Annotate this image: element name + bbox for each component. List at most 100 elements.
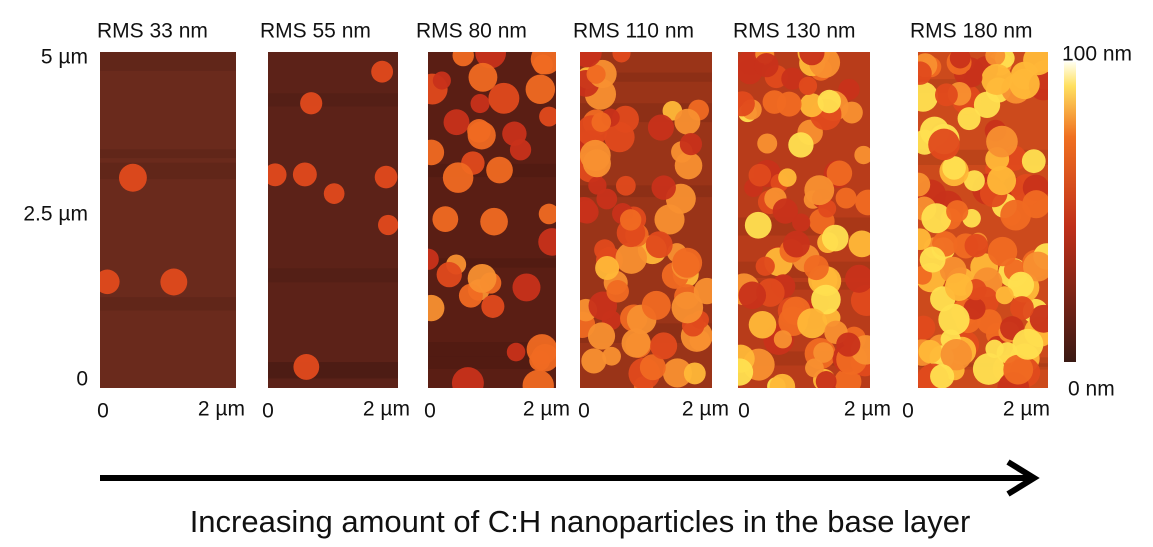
- particle: [264, 163, 287, 186]
- afm-stripe: [268, 362, 398, 378]
- panel-title: RMS 33 nm: [97, 20, 208, 43]
- particle: [581, 348, 606, 373]
- particle: [596, 189, 617, 210]
- afm-image: [906, 45, 1060, 404]
- particle: [757, 133, 777, 153]
- particle: [745, 212, 772, 239]
- particle: [433, 71, 451, 89]
- particle: [1022, 149, 1046, 173]
- particle: [908, 61, 931, 84]
- particle: [300, 92, 322, 114]
- particle: [985, 46, 1005, 66]
- particle: [452, 367, 484, 399]
- particle: [652, 175, 676, 199]
- particle: [848, 230, 875, 257]
- panel-title: RMS 130 nm: [733, 20, 856, 43]
- particle: [467, 119, 491, 143]
- particle: [804, 255, 829, 280]
- particle: [588, 322, 615, 349]
- particle: [646, 231, 673, 258]
- particle: [95, 270, 120, 295]
- y-label-middle: 2.5 µm: [23, 203, 88, 226]
- particle: [985, 340, 1003, 358]
- particle: [816, 371, 837, 392]
- particle: [996, 286, 1014, 304]
- particle: [908, 82, 938, 112]
- afm-image: [569, 38, 720, 396]
- particle: [469, 63, 498, 92]
- particle: [804, 175, 834, 205]
- x-label-end: 2 µm: [363, 398, 410, 421]
- particle: [324, 183, 345, 204]
- particle: [854, 146, 872, 164]
- afm-image: [726, 40, 882, 399]
- particle: [480, 208, 508, 236]
- particle: [845, 265, 873, 293]
- particle: [965, 234, 989, 258]
- particle: [909, 228, 931, 250]
- x-label-end: 2 µm: [1003, 398, 1050, 421]
- afm-image: [264, 52, 399, 388]
- particle: [443, 162, 474, 193]
- x-label-end: 2 µm: [198, 398, 245, 421]
- particle: [680, 133, 702, 155]
- colorbar-max: 100 nm: [1062, 43, 1132, 66]
- x-label-start: 0: [262, 400, 274, 423]
- particle: [606, 280, 629, 303]
- particle: [920, 247, 946, 273]
- particle: [836, 188, 857, 209]
- particle: [674, 109, 700, 135]
- particle: [538, 228, 566, 256]
- particle: [773, 198, 798, 223]
- y-label-top: 5 µm: [41, 46, 88, 69]
- particle: [777, 92, 802, 117]
- particle: [654, 204, 684, 234]
- particle: [575, 200, 598, 223]
- panels: RMS 33 nm 0 2 µm RMS 55 nm 0 2 µm RMS 80 nm 0 2 …: [95, 20, 1060, 423]
- particle: [293, 354, 319, 380]
- particle: [672, 248, 702, 278]
- particle: [788, 132, 813, 157]
- particle: [749, 164, 772, 187]
- particle: [595, 256, 619, 280]
- colorbar-min: 0 nm: [1068, 378, 1115, 401]
- particle: [986, 126, 1018, 158]
- caption: Increasing amount of C:H nanoparticles i…: [190, 504, 971, 539]
- x-label-end: 2 µm: [682, 398, 729, 421]
- particle: [730, 91, 755, 116]
- panel-title: RMS 55 nm: [260, 20, 371, 43]
- x-label-start: 0: [738, 400, 750, 423]
- particle: [591, 112, 611, 132]
- particle: [419, 140, 445, 166]
- particle: [437, 262, 462, 287]
- particle: [502, 122, 526, 146]
- particle: [945, 273, 973, 301]
- particle: [797, 308, 827, 338]
- particle: [650, 332, 677, 359]
- particle: [938, 304, 969, 335]
- afm-stripe: [100, 297, 236, 310]
- particle: [783, 231, 810, 258]
- particle: [642, 291, 671, 320]
- afm-stripe: [268, 93, 398, 106]
- particle: [964, 69, 982, 87]
- x-label-start: 0: [97, 400, 109, 423]
- afm-image: [95, 52, 236, 388]
- particle: [749, 311, 777, 339]
- particle: [818, 90, 841, 113]
- particle: [911, 316, 935, 340]
- particle: [738, 282, 766, 310]
- afm-stripe: [100, 149, 236, 158]
- particle: [1012, 329, 1043, 360]
- particle: [468, 264, 497, 293]
- particle: [774, 330, 792, 348]
- particle: [981, 64, 1012, 95]
- particle: [587, 65, 606, 84]
- x-label-start: 0: [424, 400, 436, 423]
- afm-image: [417, 38, 566, 402]
- panel-title: RMS 80 nm: [416, 20, 527, 43]
- particle: [799, 77, 817, 95]
- particle: [539, 204, 560, 225]
- particle: [958, 107, 981, 130]
- particle: [946, 200, 968, 222]
